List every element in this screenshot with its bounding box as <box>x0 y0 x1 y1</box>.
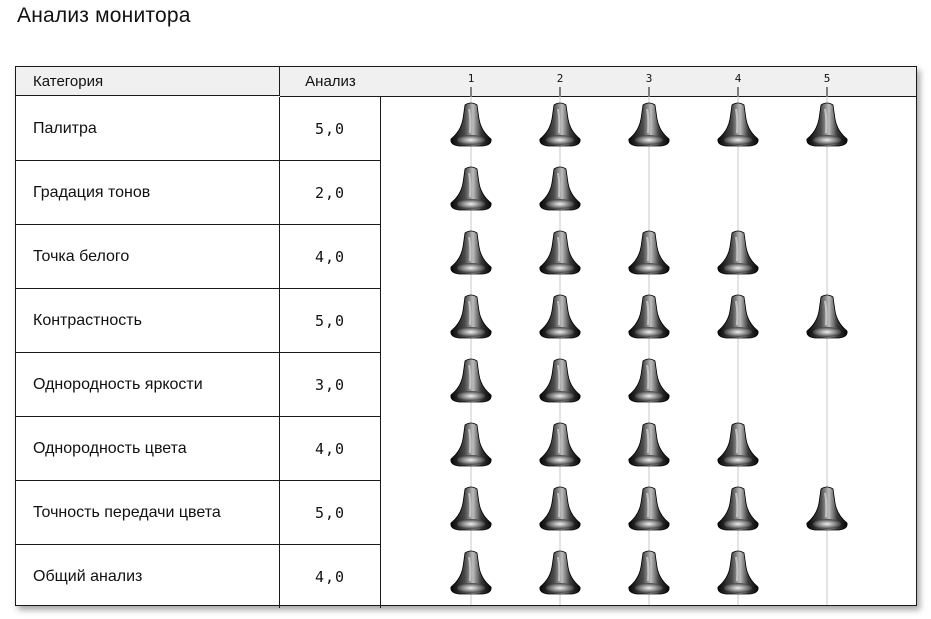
category-label: Палитра <box>16 97 280 160</box>
score-value: 2,0 <box>280 161 381 224</box>
header-category: Категория <box>16 67 280 96</box>
category-label: Точка белого <box>16 225 280 288</box>
bell-icon <box>450 102 492 147</box>
bell-icon <box>717 102 759 147</box>
category-label: Однородность цвета <box>16 417 280 480</box>
category-label: Контрастность <box>16 289 280 352</box>
table-row: Общий анализ 4,0 <box>16 545 381 608</box>
bell-icon <box>717 550 759 595</box>
bell-icon <box>539 294 581 339</box>
header-score: Анализ <box>280 67 382 97</box>
bell-icon <box>806 294 848 339</box>
page-title: Анализ монитора <box>17 4 191 27</box>
bell-icon <box>450 230 492 275</box>
bell-icon <box>539 550 581 595</box>
category-label: Однородность яркости <box>16 353 280 416</box>
table-row: Точность передачи цвета 5,0 <box>16 481 381 545</box>
bell-icon <box>717 422 759 467</box>
table-row: Палитра 5,0 <box>16 97 381 161</box>
bell-icon <box>539 230 581 275</box>
score-value: 5,0 <box>280 289 381 352</box>
table-row: Градация тонов 2,0 <box>16 161 381 225</box>
tick-label: 1 <box>468 72 475 85</box>
bell-icon <box>450 550 492 595</box>
bell-icon <box>450 294 492 339</box>
bell-icon <box>450 422 492 467</box>
bell-icon <box>628 358 670 403</box>
bell-icon <box>806 102 848 147</box>
bell-icon <box>539 166 581 211</box>
bell-icon <box>628 102 670 147</box>
bell-icon <box>717 230 759 275</box>
score-value: 5,0 <box>280 97 381 160</box>
tick-label: 3 <box>646 72 653 85</box>
bell-icon <box>628 230 670 275</box>
bell-icon <box>628 550 670 595</box>
bell-icon <box>628 486 670 531</box>
bell-icon <box>450 486 492 531</box>
bell-icon <box>450 358 492 403</box>
table-row: Точка белого 4,0 <box>16 225 381 289</box>
bell-icon <box>806 486 848 531</box>
category-label: Точность передачи цвета <box>16 481 280 544</box>
table-row: Однородность цвета 4,0 <box>16 417 381 481</box>
category-label: Градация тонов <box>16 161 280 224</box>
bell-icon <box>628 294 670 339</box>
score-value: 5,0 <box>280 481 381 544</box>
score-value: 3,0 <box>280 353 381 416</box>
bell-icon <box>450 166 492 211</box>
tick-label: 4 <box>735 72 742 85</box>
rating-chart: 1 2 3 4 5 <box>450 72 848 605</box>
score-value: 4,0 <box>280 225 381 288</box>
bell-icon <box>717 294 759 339</box>
table-row: Контрастность 5,0 <box>16 289 381 353</box>
bell-icon <box>628 422 670 467</box>
bell-icon <box>539 102 581 147</box>
category-label: Общий анализ <box>16 545 280 608</box>
score-value: 4,0 <box>280 417 381 480</box>
tick-label: 5 <box>824 72 831 85</box>
bell-icon <box>717 486 759 531</box>
table-row: Однородность яркости 3,0 <box>16 353 381 417</box>
bell-icon <box>539 422 581 467</box>
bell-icon <box>539 486 581 531</box>
score-value: 4,0 <box>280 545 381 608</box>
tick-label: 2 <box>557 72 564 85</box>
bell-icon <box>539 358 581 403</box>
